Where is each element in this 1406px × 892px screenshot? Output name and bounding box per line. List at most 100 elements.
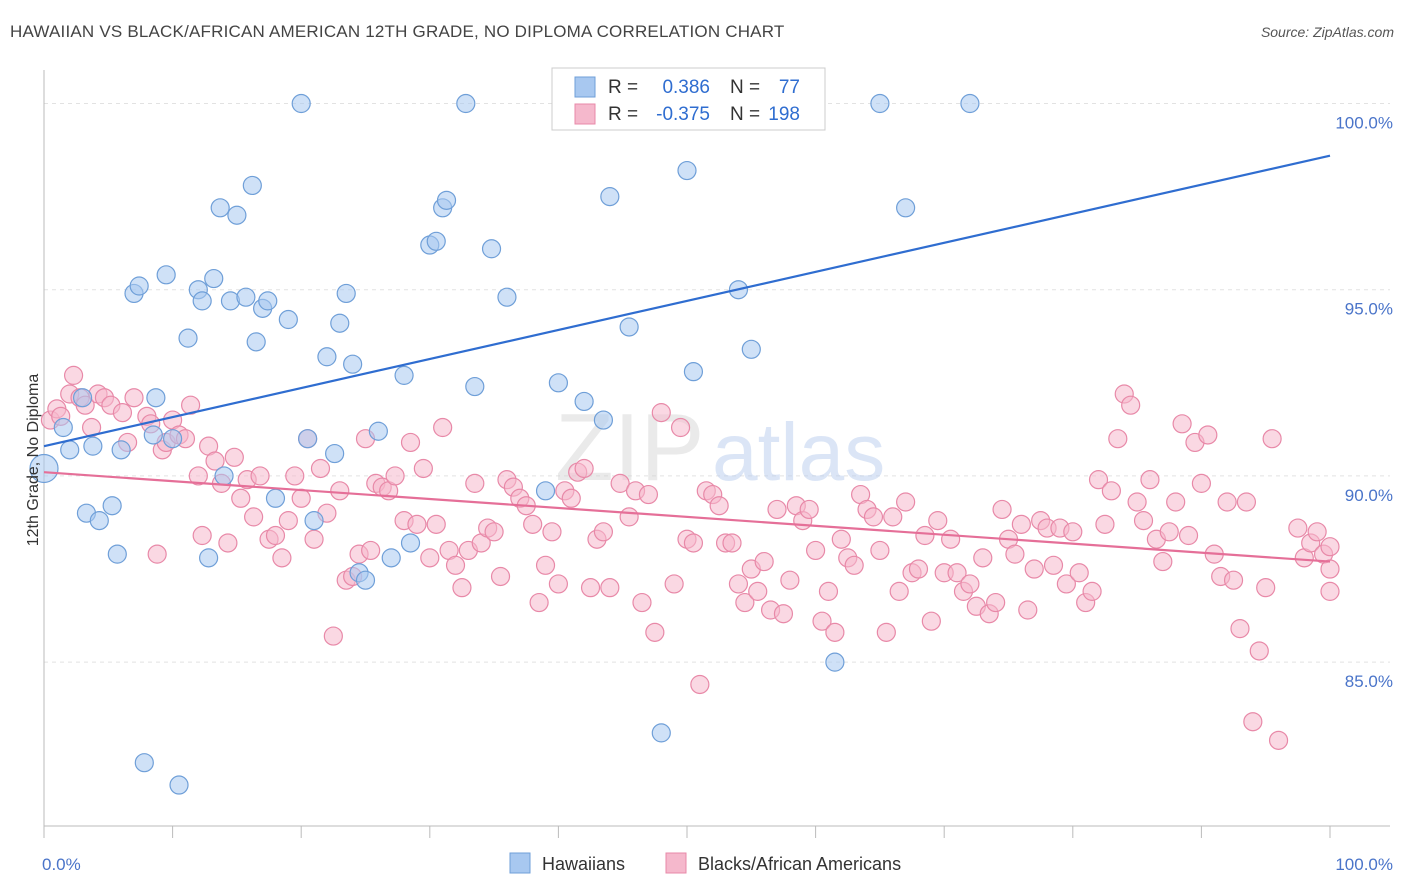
point-hawaiians-47 xyxy=(400,533,421,553)
point-hawaiians-68 xyxy=(870,93,890,114)
legend-n-value-pink: 198 xyxy=(768,104,800,125)
point-blacks-77 xyxy=(535,555,556,575)
point-blacks-96 xyxy=(670,417,691,438)
point-hawaiians-24 xyxy=(214,466,234,486)
point-blacks-173 xyxy=(1166,492,1186,512)
point-blacks-24 xyxy=(192,525,212,546)
point-hawaiians-1 xyxy=(53,417,73,438)
y-axis-label: 12th Grade, No Diploma xyxy=(25,374,42,547)
point-blacks-129 xyxy=(883,507,903,527)
point-hawaiians-51 xyxy=(436,190,457,210)
point-blacks-104 xyxy=(722,533,742,553)
legend-swatch-blue xyxy=(574,76,596,98)
watermark: ZIP atlas xyxy=(555,394,885,501)
point-hawaiians-64 xyxy=(683,362,704,382)
point-hawaiians-17 xyxy=(169,775,189,795)
point-hawaiians-70 xyxy=(960,93,980,114)
point-blacks-83 xyxy=(574,458,594,479)
point-blacks-139 xyxy=(947,563,967,583)
point-hawaiians-2 xyxy=(60,440,80,460)
point-blacks-143 xyxy=(973,548,993,568)
point-blacks-127 xyxy=(870,540,890,561)
point-hawaiians-0 xyxy=(29,453,59,484)
point-blacks-167 xyxy=(1127,492,1147,512)
point-blacks-13 xyxy=(124,388,144,408)
point-hawaiians-33 xyxy=(278,309,298,330)
point-blacks-148 xyxy=(1005,544,1025,564)
point-hawaiians-34 xyxy=(291,93,311,114)
point-blacks-149 xyxy=(1011,514,1031,534)
point-hawaiians-7 xyxy=(102,496,122,516)
y-tick-label-1: 95.0% xyxy=(1345,300,1393,319)
point-blacks-186 xyxy=(1249,641,1269,661)
point-blacks-88 xyxy=(610,473,630,493)
legend-r-value-pink: -0.375 xyxy=(656,104,710,125)
point-hawaiians-43 xyxy=(355,570,376,590)
point-blacks-93 xyxy=(645,622,665,642)
point-blacks-163 xyxy=(1101,481,1121,501)
point-hawaiians-36 xyxy=(304,511,324,531)
point-hawaiians-54 xyxy=(481,239,502,259)
point-blacks-105 xyxy=(728,574,749,594)
y-tick-label-3: 85.0% xyxy=(1345,672,1393,691)
point-hawaiians-32 xyxy=(265,488,286,508)
point-blacks-133 xyxy=(908,559,929,579)
point-blacks-190 xyxy=(1288,518,1308,538)
point-blacks-131 xyxy=(896,492,916,512)
legend-top: R = 0.386 N = 77 R = -0.375 N = 198 xyxy=(551,67,826,131)
point-blacks-44 xyxy=(323,626,343,646)
point-blacks-32 xyxy=(244,507,264,527)
point-blacks-66 xyxy=(465,473,485,493)
point-blacks-16 xyxy=(147,544,167,564)
point-blacks-162 xyxy=(1095,514,1115,534)
point-blacks-182 xyxy=(1223,570,1244,590)
trend-lines xyxy=(43,154,1331,563)
point-hawaiians-22 xyxy=(204,268,224,289)
point-blacks-178 xyxy=(1198,425,1218,445)
point-hawaiians-16 xyxy=(163,429,183,449)
point-hawaiians-66 xyxy=(741,339,761,359)
point-blacks-195 xyxy=(1320,537,1340,557)
point-blacks-168 xyxy=(1133,511,1154,531)
point-blacks-196 xyxy=(1320,559,1340,579)
point-hawaiians-31 xyxy=(258,291,278,311)
point-blacks-109 xyxy=(754,551,774,572)
point-hawaiians-20 xyxy=(192,291,212,311)
point-blacks-98 xyxy=(683,533,704,553)
point-blacks-189 xyxy=(1268,730,1289,750)
point-blacks-146 xyxy=(992,499,1012,520)
point-blacks-39 xyxy=(291,488,311,508)
point-hawaiians-9 xyxy=(111,440,131,460)
point-blacks-45 xyxy=(330,481,350,501)
legend-r-label-pink: R = xyxy=(608,104,638,125)
point-blacks-150 xyxy=(1018,600,1038,620)
point-hawaiians-11 xyxy=(129,276,149,296)
point-blacks-35 xyxy=(265,525,286,546)
point-blacks-169 xyxy=(1140,470,1160,490)
point-blacks-121 xyxy=(831,529,851,549)
point-blacks-99 xyxy=(690,674,710,695)
x-tick-label-1: 100.0% xyxy=(1335,855,1393,874)
point-blacks-60 xyxy=(426,514,446,534)
point-hawaiians-6 xyxy=(89,511,109,531)
point-hawaiians-14 xyxy=(146,388,166,408)
point-blacks-177 xyxy=(1191,473,1212,493)
point-blacks-30 xyxy=(231,488,251,508)
point-blacks-84 xyxy=(580,578,601,598)
point-blacks-75 xyxy=(523,514,543,534)
point-hawaiians-63 xyxy=(677,160,697,181)
point-blacks-193 xyxy=(1307,522,1327,542)
point-blacks-116 xyxy=(799,499,819,520)
watermark-atlas: atlas xyxy=(712,407,885,498)
point-hawaiians-3 xyxy=(72,388,93,408)
legend-swatch-pink xyxy=(574,103,596,125)
point-blacks-22 xyxy=(181,395,201,415)
point-blacks-4 xyxy=(63,365,84,385)
point-blacks-11 xyxy=(112,403,133,423)
point-blacks-111 xyxy=(767,499,787,520)
point-blacks-26 xyxy=(205,451,225,471)
point-hawaiians-53 xyxy=(465,376,485,397)
point-hawaiians-46 xyxy=(394,365,414,385)
point-hawaiians-67 xyxy=(825,652,845,672)
